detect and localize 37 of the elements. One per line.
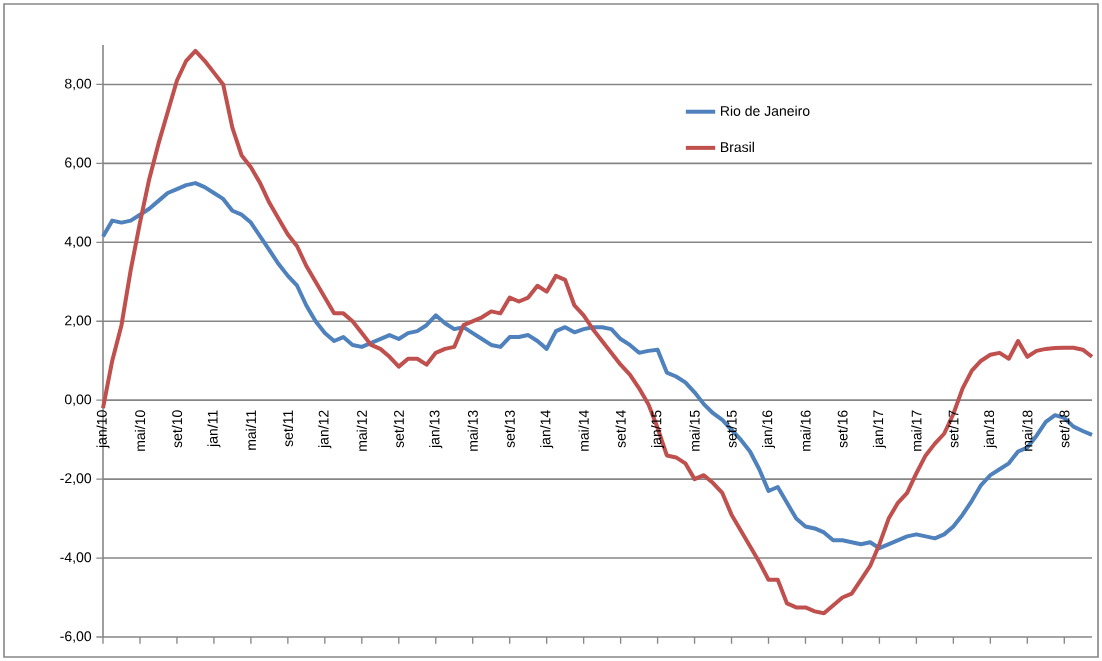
x-tick-label: mai/16 — [800, 410, 811, 451]
x-tick-label: mai/15 — [689, 410, 700, 451]
x-tick-label: jan/10 — [96, 410, 110, 449]
y-tick-label: 6,00 — [65, 157, 92, 170]
y-tick-label: -4,00 — [60, 552, 92, 564]
x-tick-label: mai/18 — [1022, 410, 1033, 451]
x-tick-label: jan/12 — [318, 410, 332, 449]
x-tick-label: mai/17 — [911, 410, 922, 451]
x-tick-label: jan/13 — [429, 410, 443, 449]
x-tick-label: mai/14 — [578, 410, 589, 451]
x-tick-label: jan/15 — [651, 410, 665, 449]
x-tick-label: set/12 — [393, 410, 404, 448]
y-tick-label: 8,00 — [64, 78, 92, 91]
x-tick-label: set/14 — [615, 410, 626, 448]
x-tick-label: set/16 — [837, 410, 848, 448]
x-tick-label: mai/12 — [356, 410, 367, 451]
x-tick-label: mai/11 — [245, 410, 257, 450]
legend-label: Brasil — [721, 141, 754, 153]
x-tick-label: mai/13 — [467, 410, 478, 451]
x-tick-label: jan/11 — [207, 410, 221, 448]
x-tick-label: set/11 — [282, 410, 294, 447]
x-tick-label: set/17 — [948, 410, 959, 448]
x-tick-label: jan/18 — [983, 410, 997, 449]
y-tick-label: 2,00 — [65, 315, 92, 328]
x-tick-label: set/10 — [171, 410, 183, 448]
x-tick-label: set/15 — [726, 410, 737, 448]
x-tick-label: jan/16 — [761, 410, 776, 449]
y-tick-label: -6,00 — [60, 631, 92, 643]
x-tick-label: set/13 — [504, 410, 515, 448]
y-tick-label: 0,00 — [64, 394, 92, 406]
y-tick-label: -2,00 — [60, 473, 92, 485]
x-tick-label: set/18 — [1059, 410, 1070, 448]
x-tick-label: mai/10 — [134, 410, 146, 451]
x-tick-label: jan/14 — [540, 410, 554, 449]
legend-label: Rio de Janeiro — [721, 105, 810, 116]
x-tick-label: jan/17 — [872, 410, 886, 449]
y-tick-label: 4,00 — [64, 236, 92, 249]
